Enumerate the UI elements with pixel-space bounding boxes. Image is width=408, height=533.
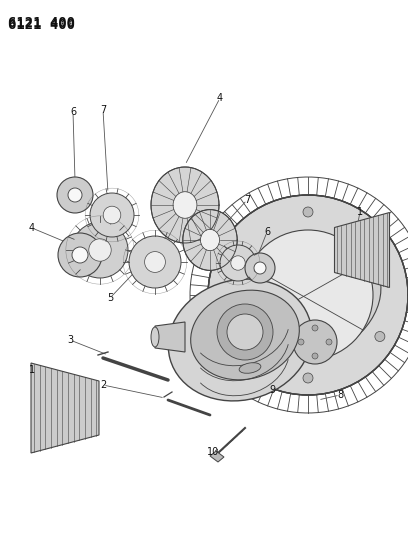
Ellipse shape xyxy=(173,192,197,219)
Circle shape xyxy=(217,304,273,360)
Circle shape xyxy=(254,262,266,274)
Text: 6121 400: 6121 400 xyxy=(8,16,75,30)
Ellipse shape xyxy=(200,229,220,251)
Polygon shape xyxy=(300,330,330,355)
Circle shape xyxy=(231,256,245,270)
Text: 10: 10 xyxy=(207,447,219,457)
Text: 1: 1 xyxy=(29,365,35,375)
Circle shape xyxy=(303,373,313,383)
Circle shape xyxy=(303,207,313,217)
Text: 8: 8 xyxy=(337,390,343,400)
Circle shape xyxy=(298,339,304,345)
Ellipse shape xyxy=(183,209,237,270)
Circle shape xyxy=(375,332,385,342)
Circle shape xyxy=(231,332,241,342)
Polygon shape xyxy=(335,213,390,287)
Text: 6: 6 xyxy=(264,227,270,237)
Ellipse shape xyxy=(168,279,312,401)
Text: 4: 4 xyxy=(29,223,35,233)
Ellipse shape xyxy=(151,327,159,347)
Ellipse shape xyxy=(225,237,381,362)
Circle shape xyxy=(231,248,241,259)
Circle shape xyxy=(72,247,88,263)
Circle shape xyxy=(326,339,332,345)
Circle shape xyxy=(58,233,102,277)
Ellipse shape xyxy=(239,363,261,373)
Text: 5: 5 xyxy=(107,293,113,303)
Ellipse shape xyxy=(151,167,219,243)
Circle shape xyxy=(144,252,165,272)
Text: 7: 7 xyxy=(100,105,106,115)
Circle shape xyxy=(227,314,263,350)
Circle shape xyxy=(312,325,318,331)
Circle shape xyxy=(243,230,373,360)
Circle shape xyxy=(375,248,385,259)
Text: 1: 1 xyxy=(357,207,363,217)
Text: 7: 7 xyxy=(244,195,250,205)
Circle shape xyxy=(103,206,121,224)
Text: 4: 4 xyxy=(217,93,223,103)
Ellipse shape xyxy=(240,252,366,348)
Text: 9: 9 xyxy=(269,385,275,395)
Circle shape xyxy=(90,193,134,237)
Circle shape xyxy=(208,195,408,395)
Text: 6: 6 xyxy=(70,107,76,117)
Text: 2: 2 xyxy=(100,380,106,390)
Text: 3: 3 xyxy=(67,335,73,345)
Polygon shape xyxy=(31,363,99,453)
Circle shape xyxy=(129,236,181,288)
Circle shape xyxy=(72,222,128,278)
Ellipse shape xyxy=(191,290,299,380)
Circle shape xyxy=(68,188,82,202)
Circle shape xyxy=(293,320,337,364)
Circle shape xyxy=(245,253,275,283)
Polygon shape xyxy=(210,451,224,462)
Circle shape xyxy=(312,353,318,359)
Circle shape xyxy=(89,239,111,261)
Text: 6121 400: 6121 400 xyxy=(8,18,75,32)
Circle shape xyxy=(57,177,93,213)
Polygon shape xyxy=(155,322,185,352)
Circle shape xyxy=(220,245,256,281)
